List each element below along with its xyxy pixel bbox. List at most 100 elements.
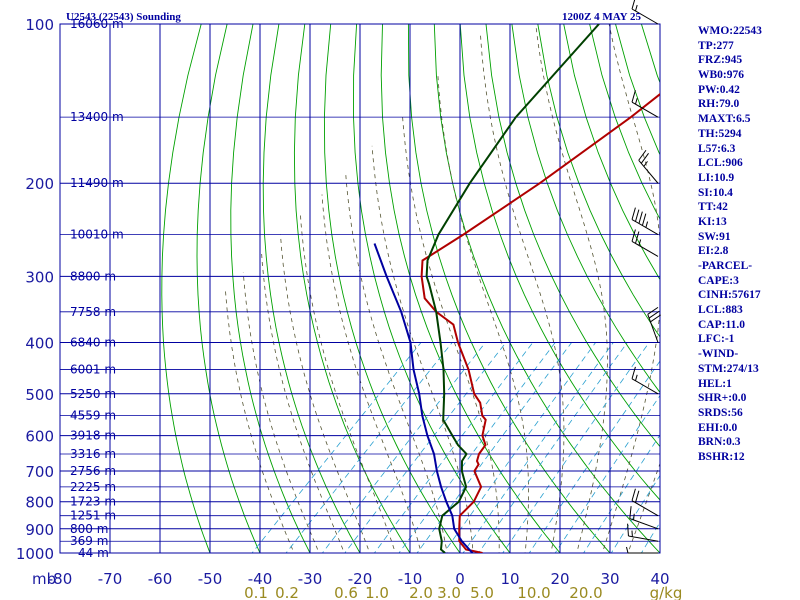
moist-adiabat-line [261, 252, 345, 553]
sounding-line [425, 24, 600, 553]
dry-adiabat-line [589, 24, 660, 221]
mixing-ratio-label: 5.0 [470, 584, 494, 600]
height-label: 13400 m [70, 110, 124, 124]
index-item: EHI:0.0 [698, 421, 738, 434]
index-item: MAXT:6.5 [698, 113, 751, 126]
mixing-ratio-line [251, 342, 422, 553]
height-label: 8800 m [70, 269, 116, 283]
height-label: 800 m [70, 522, 108, 536]
temperature-tick-label: -50 [198, 570, 223, 588]
wind-barb [631, 229, 659, 257]
height-label: 369 m [70, 534, 108, 548]
dry-adiabat-line [323, 24, 461, 553]
mixing-ratio-line [344, 342, 507, 553]
index-item: HEL:1 [698, 377, 732, 390]
height-label: 6840 m [70, 335, 116, 349]
index-item: CAPE:3 [698, 274, 739, 287]
mixing-ratio-line [502, 342, 650, 553]
pressure-tick-label: 300 [25, 268, 54, 286]
index-item: LCL:906 [698, 157, 743, 170]
station-title: U2543 (22543) Sounding [66, 11, 181, 23]
wind-barb [627, 523, 659, 542]
dry-adiabat-line [537, 24, 660, 338]
index-item: LFC:-1 [698, 333, 735, 346]
wind-barb [631, 207, 659, 235]
pressure-tick-label: 900 [25, 521, 54, 539]
wind-barb [629, 506, 659, 530]
mixing-ratio-line [610, 474, 660, 553]
dry-adiabat-line [293, 24, 411, 553]
mixing-ratio-line [528, 360, 660, 553]
index-item: LCL:883 [698, 304, 743, 317]
wind-barb [631, 488, 659, 517]
mixing-ratio-lines [251, 342, 660, 553]
index-item: TP:277 [698, 39, 734, 52]
moist-adiabat-line [437, 75, 529, 553]
wind-barb [631, 90, 659, 118]
index-item: TH:5294 [698, 127, 742, 140]
index-item: WMO:22543 [698, 25, 762, 37]
index-item: -WIND- [698, 348, 739, 361]
height-label: 6001 m [70, 363, 116, 377]
mixing-ratio-label: 1.0 [365, 584, 389, 600]
temperature-tick-label: -70 [98, 570, 123, 588]
wind-barb [631, 0, 659, 25]
dry-adiabats [161, 24, 660, 553]
height-label: 16060 m [70, 17, 124, 31]
pressure-tick-label: 200 [25, 175, 54, 193]
temperature-tick-label: 30 [600, 570, 619, 588]
moist-adiabat-line [280, 234, 371, 553]
moist-adiabat-line [345, 171, 448, 553]
dry-adiabat-line [433, 24, 660, 553]
height-label: 44 m [78, 546, 109, 560]
mixing-ratio-line [554, 394, 660, 553]
mixing-ratio-line [583, 434, 660, 553]
pressure-tick-label: 400 [25, 334, 54, 352]
mixing-ratio-label: g/kg [650, 584, 683, 600]
mixing-ratio-label: 0.1 [244, 584, 268, 600]
moist-adiabat-line [300, 215, 396, 553]
index-item: EI:2.8 [698, 245, 729, 258]
mixing-ratio-line [416, 342, 572, 553]
mixing-ratio-label: 2.0 [409, 584, 433, 600]
moist-adiabat-line [225, 291, 295, 553]
height-label: 3316 m [70, 447, 116, 461]
index-item: STM:274/13 [698, 362, 759, 375]
pressure-unit-label: mb [32, 570, 56, 588]
index-item: FRZ:945 [698, 54, 743, 67]
dry-adiabat-line [459, 24, 660, 501]
height-label: 4559 m [70, 409, 116, 423]
dry-adiabat-line [511, 24, 660, 394]
index-item: KI:13 [698, 215, 727, 228]
dry-adiabat-line [380, 24, 561, 553]
mixing-ratio-line [398, 342, 556, 553]
wind-barb [626, 546, 658, 554]
mixing-ratio-line [462, 342, 614, 553]
dry-adiabat-line [563, 24, 660, 281]
dry-adiabat-line [230, 24, 311, 553]
index-item: LI:10.9 [698, 171, 735, 184]
index-item: WB0:976 [698, 69, 744, 82]
dry-adiabat-line [196, 24, 261, 553]
index-item: SRDS:56 [698, 406, 743, 419]
height-label: 2756 m [70, 464, 116, 478]
mixing-ratio-label: 0.6 [334, 584, 358, 600]
pressure-tick-label: 600 [25, 428, 54, 446]
height-label: 3918 m [70, 429, 116, 443]
sounding-series [373, 24, 660, 553]
index-item: TT:42 [698, 201, 728, 214]
moist-adiabat-line [601, 24, 660, 553]
mixing-ratio-line [478, 342, 628, 553]
height-label: 1723 m [70, 495, 116, 509]
temperature-tick-label: -80 [48, 570, 73, 588]
stability-indices: WMO:22543 TP:277 FRZ:945 WB0:976 PW:0.42 RH:7… [698, 24, 762, 465]
wind-barb [647, 306, 662, 343]
sounding-line [420, 92, 660, 553]
index-item: SW:91 [698, 230, 731, 243]
moist-adiabat-line [480, 35, 565, 553]
height-label: 2225 m [70, 480, 116, 494]
pressure-tick-label: 100 [25, 16, 54, 34]
pressure-tick-label: 800 [25, 494, 54, 512]
moist-adiabat-line [371, 145, 474, 553]
temperature-tick-label: -40 [248, 570, 273, 588]
